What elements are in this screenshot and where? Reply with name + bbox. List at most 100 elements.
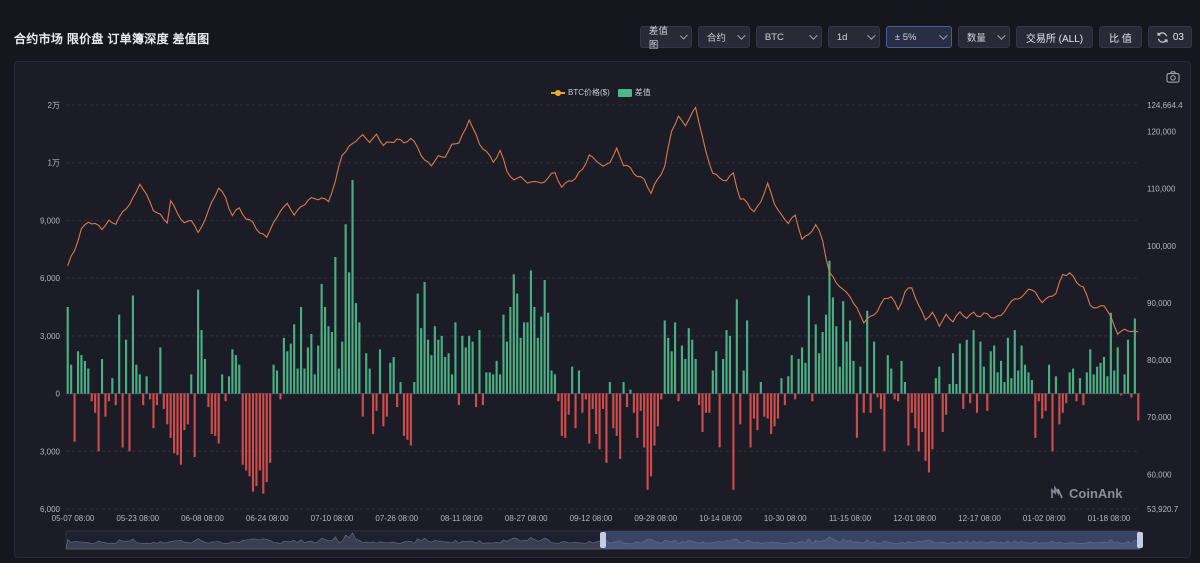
y-left-tick-label: 0: [56, 390, 61, 399]
btc-price-line: [67, 106, 1139, 336]
delta-bar: [612, 393, 615, 429]
delta-bar: [996, 372, 999, 394]
delta-bar: [505, 341, 508, 394]
x-tick-label: 05-23 08:00: [116, 514, 159, 523]
price-line-swatch: [551, 89, 565, 96]
delta-bar: [797, 358, 800, 394]
delta-bar: [149, 393, 152, 400]
delta-bar: [495, 360, 498, 394]
y-right-tick-label: 90,000: [1147, 299, 1172, 308]
chart-type-select[interactable]: 差值图: [639, 26, 692, 51]
delta-bar: [502, 314, 505, 394]
delta-bar: [550, 370, 553, 394]
delta-bar: [512, 274, 515, 394]
delta-bar: [155, 393, 158, 406]
delta-bar: [605, 393, 608, 463]
delta-bar: [207, 393, 210, 408]
delta-bar: [402, 393, 406, 436]
delta-bar: [814, 324, 817, 394]
delta-bar: [581, 393, 584, 413]
delta-bar: [1010, 378, 1013, 394]
delta-bar: [83, 360, 86, 394]
delta-bar: [282, 337, 285, 394]
delta-bar: [269, 393, 272, 463]
delta-bar: [783, 393, 786, 406]
delta-bar: [577, 370, 581, 394]
delta-bar: [584, 393, 587, 400]
interval-value: 1d: [836, 31, 848, 43]
delta-bar: [718, 393, 721, 448]
y-left-tick-label: 3,000: [40, 447, 61, 456]
delta-bar: [159, 347, 162, 394]
legend-delta[interactable]: 差值: [617, 87, 651, 98]
delta-bar: [1123, 374, 1126, 394]
delta-bar: [752, 393, 756, 419]
delta-bar: [1041, 393, 1044, 419]
delta-bar: [107, 393, 110, 402]
delta-bar: [742, 370, 745, 394]
exchange-button[interactable]: 交易所 (ALL): [1015, 26, 1094, 48]
delta-bar: [694, 358, 697, 394]
contract-select[interactable]: 合约: [697, 26, 750, 48]
delta-bar: [625, 393, 629, 408]
delta-bar: [382, 393, 385, 427]
delta-bar: [615, 393, 618, 436]
delta-bar: [766, 393, 769, 419]
page-title: 合约市场 限价盘 订单簿深度 差值图: [14, 32, 210, 46]
delta-bar: [430, 355, 433, 394]
metric-select[interactable]: 数量: [957, 26, 1010, 48]
delta-bar: [704, 393, 708, 413]
refresh-button[interactable]: 03: [1147, 26, 1192, 48]
delta-bar: [310, 333, 313, 394]
refresh-icon: [1157, 31, 1168, 43]
delta-bar: [197, 289, 200, 394]
delta-bar: [787, 376, 790, 394]
delta-bar: [1099, 362, 1102, 394]
coin-select[interactable]: BTC: [755, 26, 822, 48]
delta-bar: [735, 299, 738, 394]
x-tick-label: 08-27 08:00: [505, 514, 548, 523]
delta-bar: [481, 393, 484, 406]
delta-bar: [162, 393, 165, 409]
x-tick-label: 10-14 08:00: [699, 514, 742, 523]
delta-bar: [1006, 337, 1009, 394]
delta-bar: [924, 393, 927, 461]
delta-bar: [845, 341, 848, 394]
delta-bar: [1116, 347, 1119, 394]
camera-icon[interactable]: [1166, 71, 1180, 83]
delta-bar: [1133, 318, 1136, 394]
delta-bar: [437, 339, 440, 394]
delta-bar: [255, 393, 258, 486]
delta-bar: [862, 393, 865, 413]
delta-bar: [114, 393, 117, 406]
delta-bar: [498, 374, 502, 394]
delta-bar: [118, 314, 121, 394]
delta-bar: [241, 393, 244, 465]
delta-bar: [879, 393, 882, 409]
delta-bar: [639, 393, 642, 411]
delta-bar: [601, 393, 605, 409]
delta-bar: [670, 351, 673, 394]
interval-select[interactable]: 1d: [827, 26, 880, 48]
delta-bar: [327, 326, 330, 394]
delta-bar: [248, 393, 251, 477]
ratio-button[interactable]: 比 值: [1099, 26, 1142, 48]
delta-bar: [643, 393, 646, 448]
zoom-slider-handle[interactable]: [600, 532, 606, 548]
chart-type-value: 差值图: [648, 26, 668, 51]
delta-bar: [1065, 393, 1068, 404]
delta-bar: [286, 351, 289, 394]
delta-bar: [989, 351, 992, 394]
range-value: ± 5%: [894, 31, 917, 43]
delta-bar: [914, 393, 917, 429]
delta-bar: [567, 393, 570, 415]
delta-bar: [468, 335, 471, 394]
legend-price[interactable]: BTC价格($): [551, 87, 610, 98]
delta-bar: [447, 353, 450, 394]
delta-bar: [852, 360, 855, 394]
delta-bar: [629, 389, 632, 394]
range-select[interactable]: ± 5%: [885, 26, 952, 48]
delta-bar: [1003, 382, 1006, 394]
zoom-slider-handle[interactable]: [1137, 532, 1143, 548]
delta-bar: [921, 393, 924, 433]
